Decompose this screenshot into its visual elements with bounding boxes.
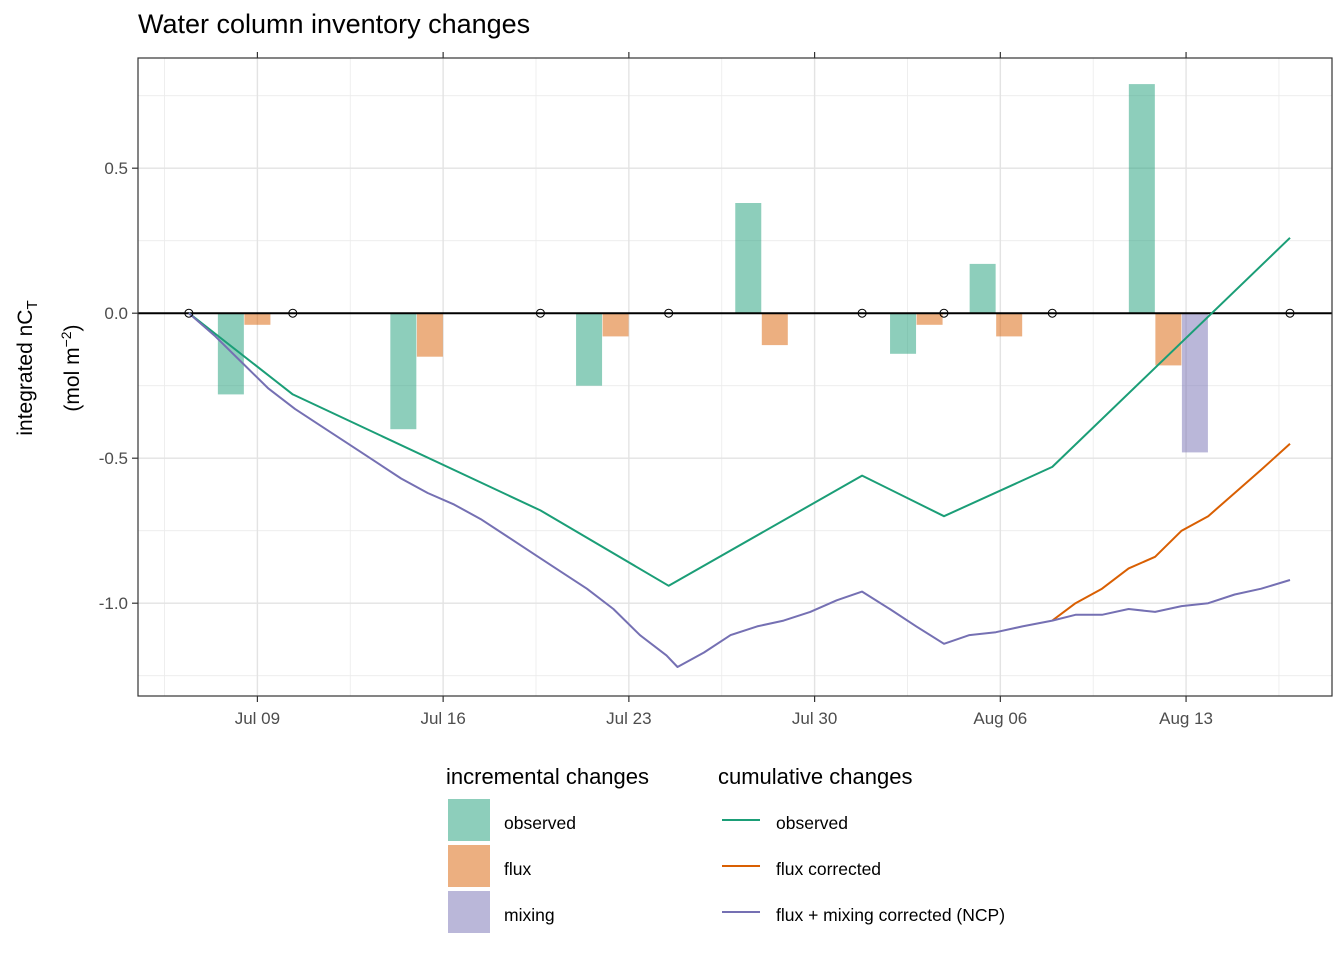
- legend-cumulative-title: cumulative changes: [718, 764, 912, 789]
- y-axis-tick-label: 0.0: [104, 304, 128, 323]
- profile-points: [184, 308, 1295, 318]
- legend-incremental-title: incremental changes: [446, 764, 649, 789]
- panel-border: [137, 57, 1333, 697]
- y-axis-tick-label: -1.0: [99, 594, 128, 613]
- bar-flux: [761, 313, 788, 346]
- bar-flux: [244, 313, 271, 325]
- y-axis-units: (mol m−2): [58, 324, 84, 411]
- x-axis-tick-label: Jul 16: [420, 709, 465, 728]
- incremental-bars: [217, 84, 1208, 453]
- x-axis-tick-label: Aug 13: [1159, 709, 1213, 728]
- legend-label-mixing-bar: mixing: [504, 905, 555, 925]
- bar-observed: [969, 263, 996, 314]
- bar-flux: [1155, 313, 1182, 366]
- legend-label-flux-bar: flux: [504, 859, 531, 879]
- profile-point: [857, 308, 867, 318]
- legend-key-flux-bar: [448, 845, 490, 887]
- line-flux_corrected: [1051, 442, 1291, 622]
- profile-point: [1047, 308, 1057, 318]
- bar-flux: [416, 313, 443, 357]
- axis-ticks: [132, 52, 1187, 702]
- legend-label-ncp-line: flux + mixing corrected (NCP): [776, 905, 1005, 925]
- y-axis-tick-label: 0.5: [104, 159, 128, 178]
- bar-observed: [576, 313, 603, 386]
- bar-flux: [602, 313, 629, 337]
- x-axis-tick-label: Aug 06: [973, 709, 1027, 728]
- bar-observed: [1128, 84, 1155, 314]
- cumulative-lines: [188, 237, 1291, 668]
- bar-mixing: [1181, 313, 1208, 453]
- bar-observed: [890, 313, 917, 354]
- legend-label-flux-corrected-line: flux corrected: [776, 859, 881, 879]
- line-observed: [188, 237, 1291, 587]
- x-axis-tick-label: Jul 23: [606, 709, 651, 728]
- y-axis-title: integrated nCT: [14, 300, 41, 435]
- x-axis-tick-label: Jul 30: [792, 709, 837, 728]
- profile-point: [664, 308, 674, 318]
- profile-point: [939, 308, 949, 318]
- x-axis-tick-label: Jul 09: [235, 709, 280, 728]
- legend-label-observed-bar: observed: [504, 813, 576, 833]
- bar-observed: [390, 313, 417, 430]
- profile-point: [288, 308, 298, 318]
- legend-cumulative: cumulative changes observed flux correct…: [718, 764, 1005, 925]
- y-axis-tick-label: -0.5: [99, 449, 128, 468]
- bar-flux: [916, 313, 943, 325]
- bar-flux: [996, 313, 1023, 337]
- chart-title: Water column inventory changes: [138, 9, 530, 39]
- line-ncp: [188, 312, 1291, 668]
- profile-point: [535, 308, 545, 318]
- axis-tick-labels: Jul 09 Jul 16 Jul 23 Jul 30 Aug 06 Aug 13 0.5 0…: [99, 159, 1213, 728]
- bar-observed: [735, 203, 762, 314]
- legend-label-observed-line: observed: [776, 813, 848, 833]
- legend-key-mixing-bar: [448, 891, 490, 933]
- profile-point: [1285, 308, 1295, 318]
- legend-key-observed-bar: [448, 799, 490, 841]
- profile-point: [184, 308, 194, 318]
- legend-incremental: incremental changes observed flux mixing: [446, 764, 649, 933]
